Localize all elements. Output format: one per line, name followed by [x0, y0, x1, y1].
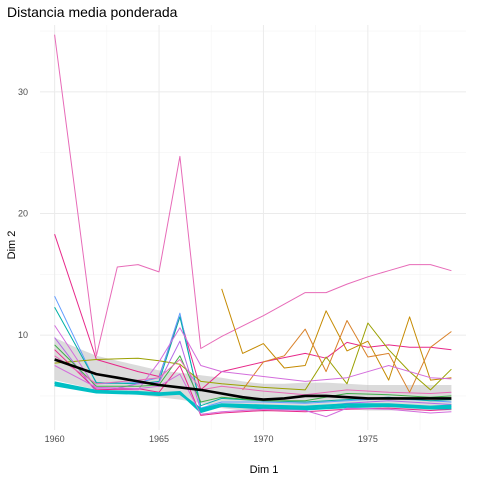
x-tick-label: 1960	[45, 434, 65, 444]
series-line	[54, 383, 452, 411]
y-tick-label: 10	[18, 330, 28, 340]
series-line	[54, 365, 452, 418]
x-tick-label: 1965	[149, 434, 169, 444]
x-tick-label: 1975	[358, 434, 378, 444]
y-axis-ticks: 10 20 30	[18, 87, 28, 340]
series-line	[54, 322, 452, 391]
series-line	[54, 325, 452, 391]
mean-series-line	[54, 358, 452, 401]
series-line	[54, 234, 452, 391]
mean-line	[54, 358, 452, 401]
chart-title: Distancia media ponderada	[7, 4, 178, 20]
series-line	[54, 344, 452, 403]
y-tick-label: 20	[18, 209, 28, 219]
series-line	[54, 34, 452, 357]
y-tick-label: 30	[18, 87, 28, 97]
series-line	[221, 288, 452, 381]
y-axis-label: Dim 2	[6, 231, 18, 260]
x-axis-ticks: 1960 1965 1970 1975	[45, 434, 378, 444]
x-axis-label: Dim 1	[250, 464, 279, 476]
x-tick-label: 1970	[253, 434, 273, 444]
